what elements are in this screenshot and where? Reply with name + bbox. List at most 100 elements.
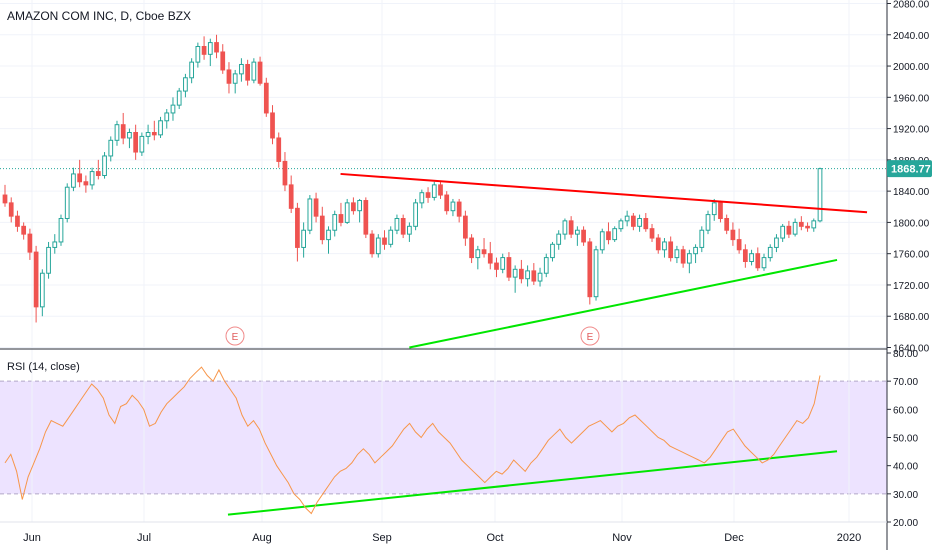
rsi-line[interactable] <box>4 366 821 515</box>
candle[interactable] <box>170 97 176 121</box>
candle[interactable] <box>469 234 474 264</box>
candle[interactable] <box>52 234 58 254</box>
candle[interactable] <box>338 202 344 227</box>
candle[interactable] <box>357 198 362 223</box>
candle[interactable] <box>21 222 27 240</box>
candle[interactable] <box>774 234 779 253</box>
candle[interactable] <box>556 230 562 250</box>
candle[interactable] <box>326 226 331 254</box>
candle[interactable] <box>375 234 381 258</box>
candle[interactable] <box>519 259 524 284</box>
candle[interactable] <box>662 238 667 258</box>
candle[interactable] <box>183 73 188 98</box>
candle[interactable] <box>487 241 493 270</box>
candle[interactable] <box>257 56 263 86</box>
candle[interactable] <box>562 218 568 240</box>
candle[interactable] <box>413 198 418 231</box>
candle[interactable] <box>232 69 238 94</box>
candle[interactable] <box>606 222 611 245</box>
candle[interactable] <box>612 226 618 242</box>
candle[interactable] <box>394 214 400 235</box>
candle[interactable] <box>543 253 549 278</box>
candle[interactable] <box>207 38 213 67</box>
candle[interactable] <box>637 214 642 232</box>
candle[interactable] <box>699 226 705 253</box>
candle[interactable] <box>705 210 711 235</box>
candle[interactable] <box>711 198 717 221</box>
candle[interactable] <box>680 245 686 268</box>
candle[interactable] <box>295 202 300 262</box>
candle[interactable] <box>58 214 64 246</box>
candle[interactable] <box>83 175 89 193</box>
candle[interactable] <box>817 167 823 223</box>
candle[interactable] <box>693 244 698 264</box>
candle[interactable] <box>114 120 120 146</box>
candle[interactable] <box>718 200 723 223</box>
candle[interactable] <box>655 234 661 254</box>
support-trendline[interactable] <box>409 258 838 349</box>
candle[interactable] <box>494 257 499 278</box>
candle[interactable] <box>344 198 350 224</box>
candle[interactable] <box>95 159 101 180</box>
candle[interactable] <box>755 247 761 271</box>
candle[interactable] <box>189 58 195 84</box>
candle[interactable] <box>164 109 170 129</box>
candle[interactable] <box>220 44 226 74</box>
candle[interactable] <box>668 236 674 262</box>
candle[interactable] <box>456 198 462 223</box>
candle[interactable] <box>506 252 512 282</box>
candle[interactable] <box>15 210 20 232</box>
candle[interactable] <box>593 245 599 301</box>
candle[interactable] <box>798 216 804 231</box>
candle[interactable] <box>481 238 487 258</box>
candle[interactable] <box>388 226 394 248</box>
candle[interactable] <box>581 226 586 246</box>
candle[interactable] <box>307 195 313 235</box>
candle[interactable] <box>525 265 530 287</box>
candle[interactable] <box>450 198 456 217</box>
candle[interactable] <box>332 210 338 237</box>
candle[interactable] <box>780 223 786 242</box>
rsi-line-group[interactable] <box>4 366 821 515</box>
candle[interactable] <box>71 167 76 192</box>
candle[interactable] <box>120 112 126 145</box>
candle[interactable] <box>425 187 431 203</box>
candle[interactable] <box>537 267 543 287</box>
candle[interactable] <box>531 263 537 285</box>
candle[interactable] <box>730 222 736 246</box>
candle[interactable] <box>139 132 145 156</box>
candle[interactable] <box>39 269 45 317</box>
candle[interactable] <box>736 228 742 254</box>
candle[interactable] <box>749 249 754 266</box>
candle[interactable] <box>587 238 593 305</box>
candle[interactable] <box>624 210 630 227</box>
candle[interactable] <box>239 58 244 82</box>
candle[interactable] <box>599 228 605 254</box>
candle[interactable] <box>575 226 580 246</box>
candle[interactable] <box>805 222 810 232</box>
candle[interactable] <box>8 197 14 223</box>
candle[interactable] <box>369 230 375 258</box>
candle[interactable] <box>438 181 443 199</box>
candle[interactable] <box>319 206 325 245</box>
candle[interactable] <box>301 222 306 258</box>
candle[interactable] <box>176 87 182 110</box>
candle[interactable] <box>724 214 730 235</box>
candle[interactable] <box>475 245 481 270</box>
candle[interactable] <box>630 213 636 231</box>
candle[interactable] <box>133 124 139 160</box>
candle[interactable] <box>811 218 817 232</box>
candle[interactable] <box>77 159 83 188</box>
candle[interactable] <box>102 152 107 179</box>
resistance-trendline[interactable] <box>340 172 868 214</box>
earnings-marker[interactable]: E <box>225 326 245 346</box>
candle[interactable] <box>618 218 624 232</box>
candle[interactable] <box>643 213 649 232</box>
candle[interactable] <box>151 120 157 141</box>
candle[interactable] <box>786 220 792 239</box>
candle[interactable] <box>382 230 387 250</box>
candle[interactable] <box>288 175 294 214</box>
earnings-marker[interactable]: E <box>580 326 600 346</box>
candle[interactable] <box>431 181 437 201</box>
